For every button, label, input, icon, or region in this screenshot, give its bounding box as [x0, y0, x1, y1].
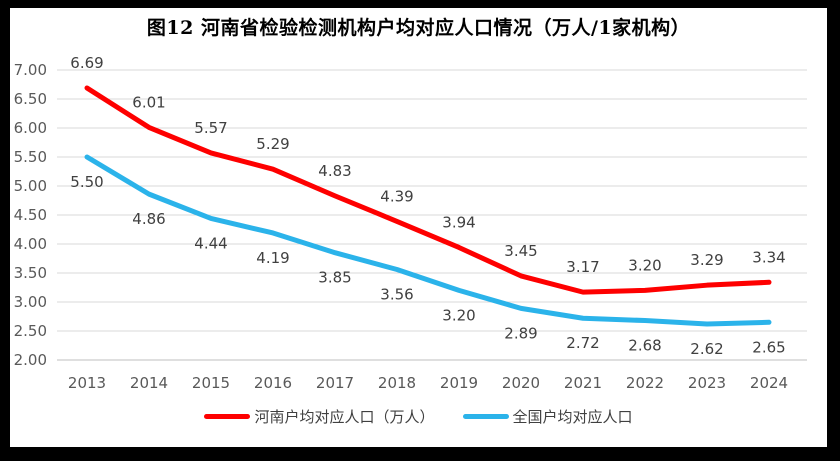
data-label: 4.44	[194, 234, 227, 252]
y-tick-label: 7.00	[14, 61, 47, 79]
y-tick-label: 2.50	[14, 322, 47, 340]
data-label: 2.62	[690, 340, 723, 358]
y-tick-label: 4.00	[14, 235, 47, 253]
series-line-1	[84, 154, 772, 327]
x-tick-label: 2015	[192, 374, 230, 392]
gridlines	[57, 69, 807, 361]
x-tick-label: 2013	[68, 374, 106, 392]
y-tick-label: 5.00	[14, 177, 47, 195]
data-label: 3.45	[504, 242, 537, 260]
data-label: 2.68	[628, 337, 661, 355]
legend-item-henan: 河南户均对应人口（万人）	[204, 406, 435, 427]
data-label: 2.89	[504, 324, 537, 342]
y-axis-labels: 2.00 2.50 3.00 3.50 4.00 4.50 5.00 5.50 6.00 6.50…	[14, 61, 47, 369]
data-label: 3.29	[690, 251, 723, 269]
data-label: 6.01	[132, 93, 165, 111]
data-label: 2.72	[566, 334, 599, 352]
x-tick-label: 2017	[316, 374, 354, 392]
legend-label-national: 全国户均对应人口	[512, 408, 633, 426]
data-label: 5.29	[256, 135, 289, 153]
y-tick-label: 4.50	[14, 206, 47, 224]
x-tick-label: 2020	[502, 374, 540, 392]
series-0-data-labels: 6.69 6.01 5.57 5.29 4.83 4.39 3.94 3.45 3.17 3.20…	[70, 54, 785, 276]
data-label: 3.20	[628, 256, 661, 274]
data-label: 6.69	[70, 54, 103, 72]
x-tick-label: 2016	[254, 374, 292, 392]
legend-line-national-icon	[462, 414, 509, 419]
data-label: 2.65	[752, 338, 785, 356]
data-label: 3.94	[442, 213, 475, 231]
data-label: 5.50	[70, 173, 103, 191]
data-label: 3.17	[566, 258, 599, 276]
legend-item-national: 全国户均对应人口	[462, 406, 633, 427]
x-tick-label: 2023	[688, 374, 726, 392]
legend-label-henan: 河南户均对应人口（万人）	[254, 408, 435, 426]
series-1-data-labels: 5.50 4.86 4.44 4.19 3.85 3.56 3.20 2.89 2.72 2.68…	[70, 173, 785, 358]
data-label: 5.57	[194, 119, 227, 137]
x-tick-label: 2019	[440, 374, 478, 392]
data-label: 3.34	[752, 248, 785, 266]
chart-svg: 2.00 2.50 3.00 3.50 4.00 4.50 5.00 5.50 6.00 6.50…	[14, 54, 807, 392]
y-tick-label: 6.50	[14, 90, 47, 108]
y-tick-label: 3.00	[14, 293, 47, 311]
data-label: 3.56	[380, 286, 413, 304]
x-tick-label: 2014	[130, 374, 168, 392]
x-tick-label: 2022	[626, 374, 664, 392]
y-tick-label: 2.00	[14, 351, 47, 369]
legend-line-henan-icon	[204, 414, 251, 419]
x-tick-label: 2021	[564, 374, 602, 392]
y-tick-label: 6.00	[14, 119, 47, 137]
series-line-0	[84, 85, 772, 295]
y-tick-label: 5.50	[14, 148, 47, 166]
data-label: 3.20	[442, 306, 475, 324]
data-label: 4.83	[318, 162, 351, 180]
x-axis-labels: 2013 2014 2015 2016 2017 2018 2019 2020 2021 2022…	[68, 374, 788, 392]
y-tick-label: 3.50	[14, 264, 47, 282]
data-label: 4.19	[256, 249, 289, 267]
data-label: 3.85	[318, 269, 351, 287]
data-label: 4.39	[380, 187, 413, 205]
legend: 河南户均对应人口（万人） 全国户均对应人口	[10, 406, 827, 427]
x-tick-label: 2018	[378, 374, 416, 392]
data-label: 4.86	[132, 210, 165, 228]
x-tick-label: 2024	[750, 374, 788, 392]
chart-title: 图12 河南省检验检测机构户均对应人口情况（万人/1家机构）	[146, 17, 691, 39]
